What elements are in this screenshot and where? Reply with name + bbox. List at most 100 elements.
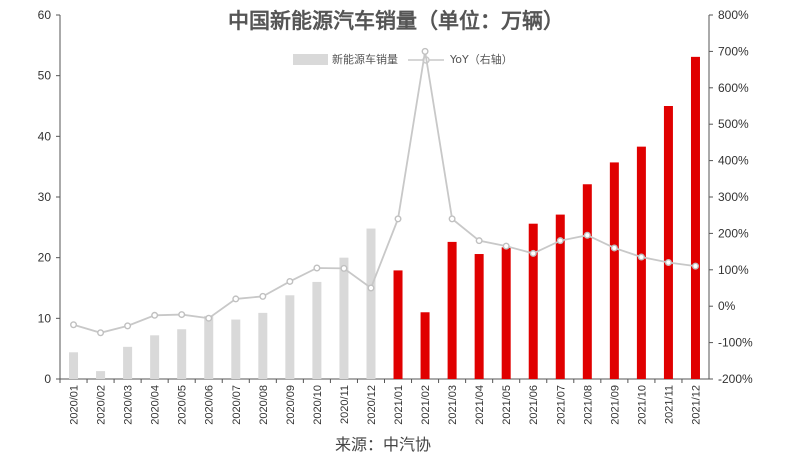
x-tick-label: 2021/02 (420, 385, 432, 425)
x-tick-label: 2021/06 (528, 385, 540, 425)
yoy-point (421, 47, 429, 55)
bar (636, 146, 646, 379)
y-left-tick-label: 20 (38, 251, 52, 265)
x-tick-label: 2020/08 (258, 385, 270, 425)
yoy-point (178, 311, 186, 319)
x-tick-label: 2021/01 (393, 385, 405, 425)
bar (420, 312, 430, 379)
bar (258, 312, 268, 379)
y-right-tick-label: -100% (718, 336, 753, 350)
legend-line-label: YoY（右轴） (449, 52, 513, 66)
source-note: 来源：中汽协 (335, 435, 431, 454)
x-tick-label: 2020/12 (366, 385, 378, 425)
bar (177, 329, 187, 379)
yoy-point (259, 292, 267, 300)
x-tick-label: 2021/09 (609, 385, 621, 425)
y-left-tick-label: 40 (38, 129, 52, 143)
bar (204, 315, 214, 379)
bar (501, 247, 511, 379)
yoy-point (340, 264, 348, 272)
yoy-point (475, 237, 483, 245)
bar (582, 184, 592, 379)
y-left-tick-label: 0 (44, 372, 51, 386)
yoy-point (394, 215, 402, 223)
x-tick-label: 2020/10 (312, 385, 324, 425)
legend: 新能源车销量 YoY（右轴） (293, 52, 513, 66)
axes (56, 14, 713, 383)
x-tick-label: 2021/07 (555, 385, 567, 425)
x-tick-label: 2020/07 (231, 385, 243, 425)
bar (150, 335, 160, 379)
y-right-tick-label: 700% (718, 44, 749, 58)
y-right-tick-label: 400% (718, 154, 749, 168)
yoy-point (664, 259, 672, 267)
yoy-point (367, 284, 375, 292)
x-tick-label: 2021/08 (582, 385, 594, 425)
y-right-tick-labels: -200% -100% 0% 100% 200% 300% 400% 500% 600% 700%… (718, 8, 753, 386)
yoy-point (529, 249, 537, 257)
y-left-tick-label: 10 (38, 311, 52, 325)
yoy-point (97, 329, 105, 337)
y-right-tick-label: 800% (718, 8, 749, 22)
bar (474, 254, 484, 379)
bar (312, 281, 322, 379)
bar (285, 295, 295, 379)
bar (555, 214, 565, 379)
x-tick-labels: 2020/01 2020/02 2020/03 2020/04 2020/05 2020/… (69, 385, 703, 425)
y-left-tick-label: 30 (38, 190, 52, 204)
yoy-point (124, 322, 132, 330)
yoy-line-series (70, 47, 699, 337)
yoy-point (556, 237, 564, 245)
yoy-point (502, 242, 510, 250)
x-tick-label: 2020/06 (204, 385, 216, 425)
bar (447, 241, 457, 379)
x-tick-label: 2020/01 (69, 385, 81, 425)
bar (231, 319, 241, 379)
x-tick-label: 2020/11 (339, 385, 351, 424)
yoy-point (313, 264, 321, 272)
y-right-tick-label: 200% (718, 226, 749, 240)
y-left-tick-label: 50 (38, 69, 52, 83)
x-tick-label: 2021/12 (690, 385, 702, 425)
bar (339, 257, 349, 379)
bar-series (69, 56, 700, 380)
y-right-tick-label: -200% (718, 372, 753, 386)
x-tick-label: 2021/11 (663, 385, 675, 424)
yoy-point (637, 253, 645, 261)
x-tick-label: 2020/04 (150, 385, 162, 425)
x-tick-label: 2021/05 (501, 385, 513, 425)
legend-bar-label: 新能源车销量 (332, 52, 398, 66)
bar (609, 162, 619, 379)
y-right-tick-label: 600% (718, 81, 749, 95)
bar (123, 346, 133, 379)
x-tick-label: 2020/09 (285, 385, 297, 425)
x-tick-label: 2020/03 (123, 385, 135, 425)
yoy-point (583, 231, 591, 239)
yoy-point (448, 215, 456, 223)
yoy-point (70, 321, 78, 329)
x-tick-label: 2021/10 (636, 385, 648, 425)
legend-bar-swatch (293, 54, 328, 65)
x-tick-label: 2020/02 (96, 385, 108, 425)
bar (663, 106, 673, 379)
x-tick-label: 2020/05 (177, 385, 189, 425)
yoy-line (73, 51, 696, 334)
y-left-tick-labels: 0 10 20 30 40 50 60 (38, 8, 52, 386)
yoy-point (610, 244, 618, 252)
bar (528, 223, 538, 379)
yoy-point (691, 262, 699, 270)
bar (690, 56, 700, 380)
x-tick-label: 2021/04 (474, 385, 486, 425)
y-left-tick-label: 60 (38, 8, 52, 22)
y-right-tick-label: 500% (718, 117, 749, 131)
yoy-point (232, 295, 240, 303)
y-right-tick-label: 0% (718, 299, 736, 313)
chart-title: 中国新能源汽车销量（单位：万辆） (228, 9, 564, 33)
y-right-tick-label: 300% (718, 190, 749, 204)
bar (393, 270, 403, 379)
x-tick-label: 2021/03 (447, 385, 459, 425)
y-right-tick-label: 100% (718, 263, 749, 277)
bar (96, 371, 106, 379)
bar (69, 352, 79, 379)
